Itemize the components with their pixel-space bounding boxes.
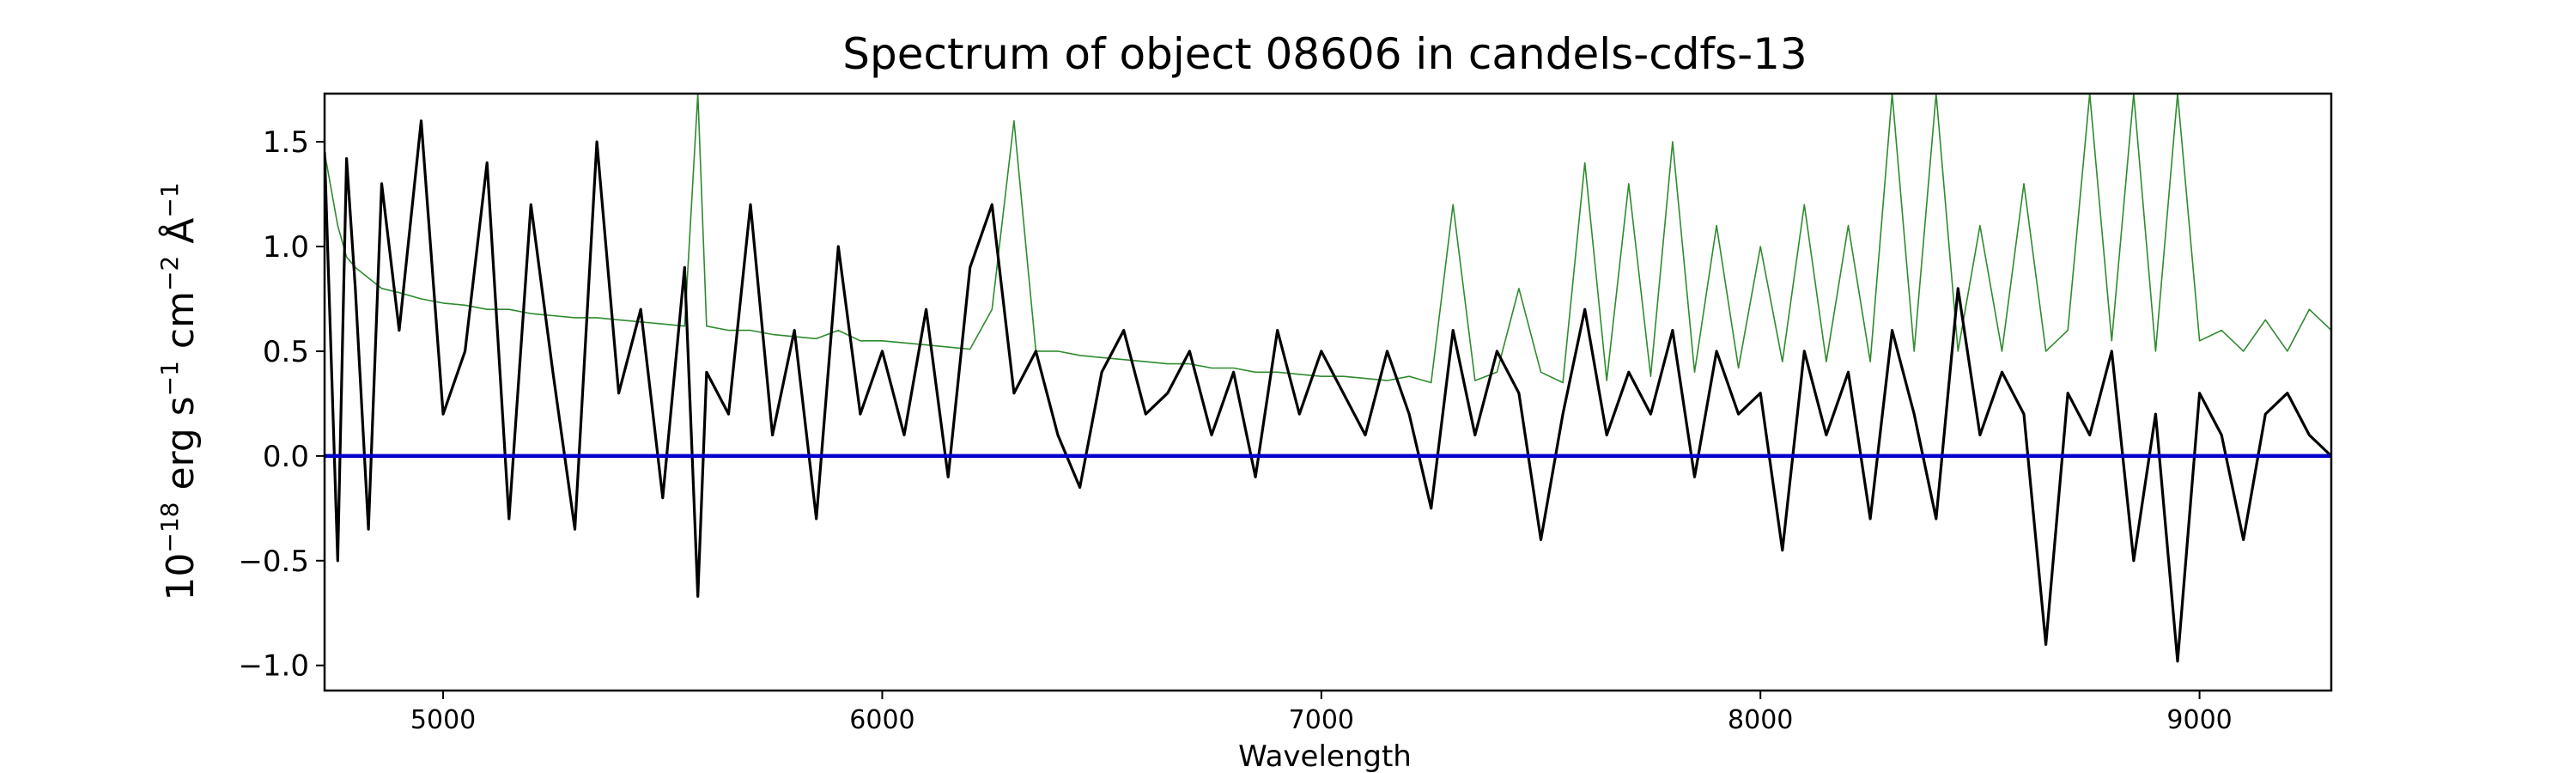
y-tick-label: −1.0 bbox=[238, 649, 309, 684]
x-axis: 5000 6000 7000 8000 9000 bbox=[410, 691, 2233, 735]
y-tick-label: 1.0 bbox=[263, 230, 309, 265]
y-label-exp: −18 bbox=[155, 502, 184, 553]
y-label-unit3-exp: −1 bbox=[155, 182, 184, 217]
flux-series-line bbox=[325, 119, 2331, 663]
series-layer bbox=[325, 94, 2331, 663]
y-label-unit1: erg s bbox=[159, 396, 203, 502]
y-axis-label: 10−18 erg s−1 cm−2 Å−1 bbox=[155, 182, 203, 600]
chart-title: Spectrum of object 08606 in candels-cdfs… bbox=[842, 29, 1807, 79]
x-tick-label: 7000 bbox=[1289, 705, 1354, 735]
x-tick-label: 6000 bbox=[849, 705, 914, 735]
y-label-unit2: cm bbox=[159, 291, 203, 361]
x-tick-label: 5000 bbox=[410, 705, 476, 735]
x-tick-label: 8000 bbox=[1728, 705, 1793, 735]
x-tick-label: 9000 bbox=[2166, 705, 2232, 735]
y-label-unit2-exp: −2 bbox=[155, 256, 184, 291]
y-tick-label: 0.5 bbox=[263, 335, 309, 369]
x-axis-label: Wavelength bbox=[1238, 740, 1412, 773]
plot-frame bbox=[323, 92, 2333, 692]
y-tick-label: 1.5 bbox=[263, 125, 309, 160]
y-axis: −1.0 −0.5 0.0 0.5 1.0 1.5 bbox=[238, 125, 325, 684]
y-label-unit3: Å bbox=[157, 218, 203, 256]
y-label-unit1-exp: −1 bbox=[155, 361, 184, 396]
y-tick-label: −0.5 bbox=[238, 545, 309, 579]
y-label-base: 10 bbox=[159, 553, 203, 601]
error-series-line bbox=[325, 94, 2331, 384]
y-tick-label: 0.0 bbox=[263, 440, 309, 474]
